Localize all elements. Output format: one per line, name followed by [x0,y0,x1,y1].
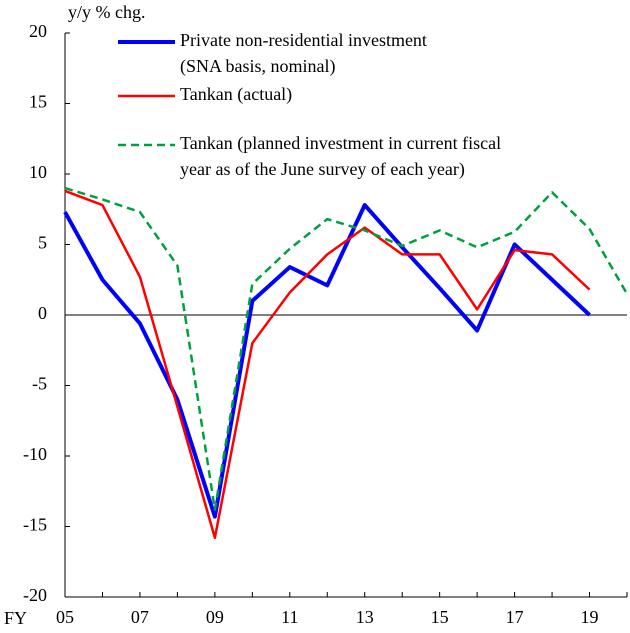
y-tick-label: -5 [32,374,47,394]
x-tick-label: 11 [281,607,298,627]
y-tick-label: 5 [38,233,47,253]
legend-label: Private non-residential investment [180,30,427,50]
y-tick-label: -10 [23,444,47,464]
x-tick-label: 05 [56,607,74,627]
y-tick-label: 10 [29,162,47,182]
x-tick-label: 13 [356,607,374,627]
series-line [64,189,591,540]
legend-label: Tankan (actual) [180,84,292,105]
legend-label: (SNA basis, nominal) [180,56,336,77]
series-line [63,203,591,519]
y-tick-label: 20 [29,21,47,41]
y-axis-label: y/y % chg. [68,2,145,22]
x-tick-label: 07 [131,607,149,627]
x-tick-label: 15 [431,607,449,627]
legend-label: Tankan (planned investment in current fi… [180,133,501,154]
y-tick-label: -15 [23,515,47,535]
x-axis-label: FY [4,608,27,628]
x-tick-label: 17 [506,607,524,627]
legend-label: year as of the June survey of each year) [180,159,465,180]
x-tick-label: 19 [581,607,599,627]
series-line [64,186,629,511]
x-tick-label: 09 [206,607,224,627]
y-tick-label: -20 [23,585,47,605]
y-tick-label: 15 [29,92,47,112]
y-tick-label: 0 [38,303,47,323]
